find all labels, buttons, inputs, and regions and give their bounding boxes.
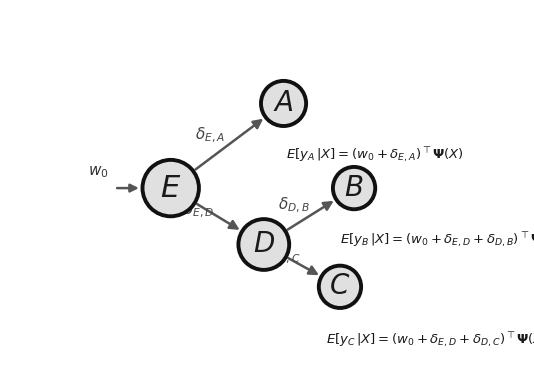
Text: $\mathit{D}$: $\mathit{D}$ <box>253 231 275 258</box>
Circle shape <box>143 160 199 216</box>
Text: $E[y_C\,|X] = (w_0 + \delta_{E,D} + \delta_{D,C})^{\top}\mathbf{\Psi}(X)$: $E[y_C\,|X] = (w_0 + \delta_{E,D} + \del… <box>326 330 534 350</box>
Text: $\delta_{E,D}$: $\delta_{E,D}$ <box>183 200 214 220</box>
Text: $\mathit{A}$: $\mathit{A}$ <box>273 90 294 117</box>
Text: $\delta_{E,A}$: $\delta_{E,A}$ <box>194 126 225 145</box>
Text: $\delta_{D,B}$: $\delta_{D,B}$ <box>278 196 310 215</box>
Circle shape <box>261 81 306 126</box>
Text: $\mathit{B}$: $\mathit{B}$ <box>344 174 364 201</box>
Text: $E[y_B\,|X] = (w_0 + \delta_{E,D} + \delta_{D,B})^{\top}\mathbf{\Psi}(X)$: $E[y_B\,|X] = (w_0 + \delta_{E,D} + \del… <box>340 230 534 250</box>
Text: $\delta_{D,C}$: $\delta_{D,C}$ <box>268 247 300 267</box>
Circle shape <box>333 167 375 209</box>
Circle shape <box>238 219 289 270</box>
Text: $w_0$: $w_0$ <box>89 164 109 180</box>
Circle shape <box>319 266 361 308</box>
Text: $\mathit{E}$: $\mathit{E}$ <box>160 172 182 203</box>
Text: $\mathit{C}$: $\mathit{C}$ <box>329 273 351 300</box>
Text: $E[y_A\,|X] = (w_0 + \delta_{E,A})^{\top}\mathbf{\Psi}(X)$: $E[y_A\,|X] = (w_0 + \delta_{E,A})^{\top… <box>286 146 465 165</box>
